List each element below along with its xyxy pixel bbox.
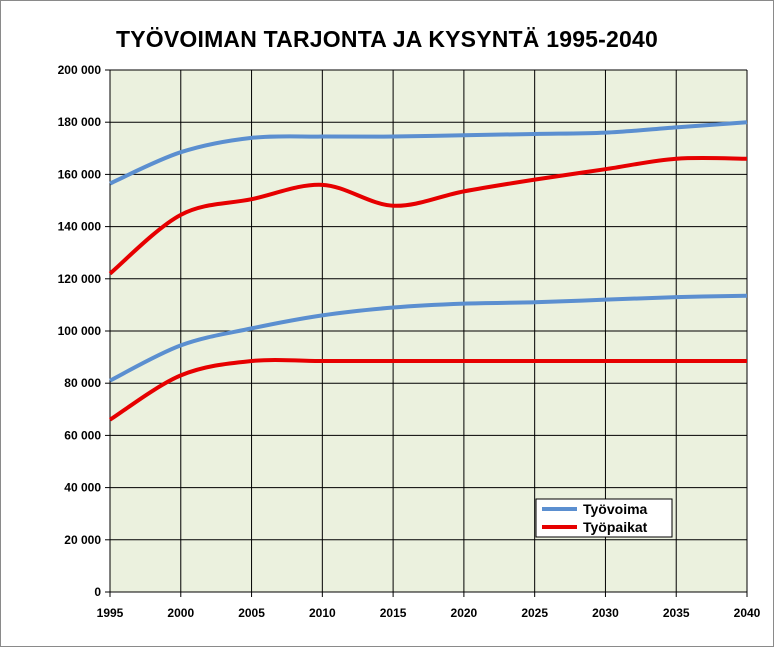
y-tick-label: 20 000 [64,533,101,547]
x-tick-label: 2030 [592,606,619,620]
series-line-tyopaikat-1 [108,155,748,276]
y-tick-label: 140 000 [58,220,102,234]
y-tick-label: 60 000 [64,428,101,442]
y-tick-label: 200 000 [58,63,102,77]
x-tick-label: 2015 [380,606,407,620]
y-tick-label: 100 000 [58,324,102,338]
x-tick-label: 2040 [734,606,761,620]
x-tick-label: 1995 [97,606,124,620]
legend-label: Työpaikat [583,519,648,535]
x-tick-label: 2035 [663,606,690,620]
x-tick-label: 2010 [309,606,336,620]
y-tick-label: 40 000 [64,481,101,495]
y-tick-label: 120 000 [58,272,102,286]
legend: Työvoima Työpaikat [535,498,673,538]
series-group [108,120,748,422]
x-axis-ticks: 1995 2000 2005 2010 2015 2020 2025 2030 2035 2040 [97,592,761,620]
y-tick-label: 180 000 [58,115,102,129]
legend-label: Työvoima [583,501,648,517]
y-tick-label: 80 000 [64,376,101,390]
chart-title: TYÖVOIMAN TARJONTA JA KYSYNTÄ 1995-2040 [115,26,659,52]
x-tick-label: 2000 [167,606,194,620]
legend-box [535,498,673,538]
series-line-tyopaikat-3 [108,357,747,422]
series-line-tyovoima-2 [109,293,748,383]
x-tick-label: 2005 [238,606,265,620]
y-tick-label: 0 [94,585,101,599]
y-tick-label: 160 000 [58,167,102,181]
series-line-tyovoima-0 [109,120,748,186]
y-axis-ticks: 0 20 000 40 000 60 000 80 000 100 000 120 000 1… [58,63,110,599]
x-tick-label: 2020 [451,606,478,620]
x-tick-label: 2025 [521,606,548,620]
